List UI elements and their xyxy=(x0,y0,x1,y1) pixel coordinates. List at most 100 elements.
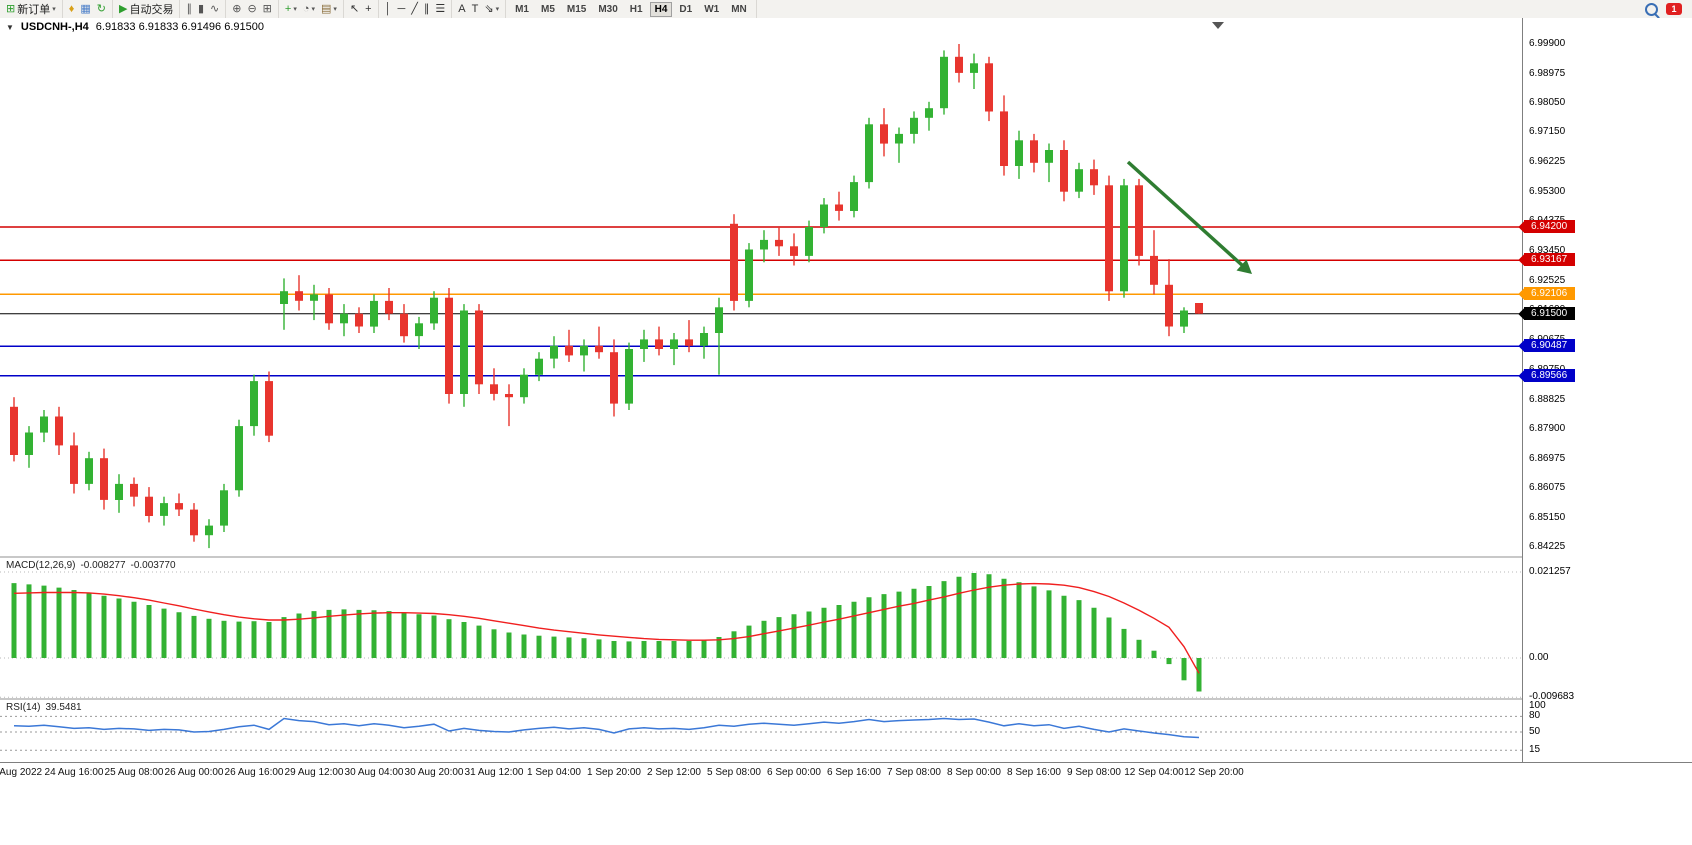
bar-chart-icon: ∥ xyxy=(186,3,192,15)
search-icon[interactable] xyxy=(1645,2,1660,19)
new-order-button[interactable]: ⊞ 新订单 ▾ xyxy=(3,1,59,17)
candle-body xyxy=(655,339,663,349)
notification-badge[interactable]: 1 xyxy=(1666,3,1682,15)
price-axis-label: 6.85150 xyxy=(1529,512,1566,523)
timeframe-w1-button[interactable]: W1 xyxy=(704,3,720,15)
candle-body xyxy=(265,381,273,436)
time-axis-label: 1 Sep 04:00 xyxy=(527,767,581,778)
candle-body xyxy=(175,503,183,510)
candle-body xyxy=(550,345,558,359)
new-order-label: 新订单 xyxy=(17,4,51,16)
line-chart-button[interactable]: ∿ xyxy=(207,1,222,17)
candle-body xyxy=(880,124,888,144)
candle-body xyxy=(1105,185,1113,292)
toolbar-group: A T ⇘ ▾ xyxy=(452,0,507,18)
timeframe-h1-button[interactable]: H1 xyxy=(629,3,643,15)
price-tag[interactable]: 6.90487 xyxy=(1524,339,1575,352)
candle-body xyxy=(280,291,288,304)
chart-shift-marker[interactable] xyxy=(1212,22,1224,29)
toolbar-group: ∥ ▮ ∿ xyxy=(180,0,227,18)
collapse-icon[interactable]: ▼ xyxy=(6,22,14,32)
macd-panel[interactable] xyxy=(0,558,1522,698)
timeframe-m30-button[interactable]: M30 xyxy=(598,3,618,15)
templates-button[interactable]: ▤ ▾ xyxy=(318,1,340,17)
alerts-button[interactable]: ♦ xyxy=(66,1,78,17)
candle-body xyxy=(1030,140,1038,163)
candle-body xyxy=(670,339,678,349)
main-chart-panel[interactable] xyxy=(0,18,1522,556)
arrows-button[interactable]: ⇘ ▾ xyxy=(481,1,502,17)
candle-body xyxy=(70,445,78,484)
candle-body xyxy=(475,310,483,385)
price-tag[interactable]: 6.94200 xyxy=(1524,220,1575,233)
price-axis[interactable]: 6.99900 6.98975 6.98050 6.97150 6.96225 6.953… xyxy=(1522,18,1692,762)
panel-separator[interactable] xyxy=(0,556,1522,558)
rsi-value: 39.5481 xyxy=(45,702,82,713)
trendline-button[interactable]: ╱ xyxy=(408,1,421,17)
text-button[interactable]: A xyxy=(455,1,468,17)
rsi-axis-label: 50 xyxy=(1529,726,1541,737)
cursor-button[interactable]: ↖ xyxy=(347,1,362,17)
market-watch-button[interactable]: ▦ xyxy=(77,1,93,17)
trend-arrow-head[interactable] xyxy=(1236,259,1253,275)
timeframe-m5-button[interactable]: M5 xyxy=(540,3,555,15)
timeframe-m15-button[interactable]: M15 xyxy=(566,3,587,15)
candle-chart-icon: ▮ xyxy=(197,3,205,15)
timeframe-d1-button[interactable]: D1 xyxy=(679,3,693,15)
fibonacci-button[interactable]: ☰ xyxy=(432,1,448,17)
equidistant-channel-button[interactable]: ∥ xyxy=(421,1,433,17)
price-tag[interactable]: 6.93167 xyxy=(1524,253,1575,266)
candle-body xyxy=(850,182,858,211)
horizontal-line-icon: ─ xyxy=(397,3,406,15)
price-tag[interactable]: 6.91500 xyxy=(1524,307,1575,320)
candle-body xyxy=(865,124,873,183)
timeframe-m1-button[interactable]: M1 xyxy=(515,3,529,15)
candle-body xyxy=(460,310,468,394)
time-axis-label: 1 Sep 20:00 xyxy=(587,767,641,778)
candle-body xyxy=(700,333,708,346)
vertical-line-icon: │ xyxy=(384,3,392,15)
rsi-name: RSI(14) xyxy=(6,702,41,713)
candle-body xyxy=(835,204,843,211)
price-tag[interactable]: 6.89566 xyxy=(1524,369,1575,382)
text-label-button[interactable]: T xyxy=(469,1,482,17)
zoom-out-button[interactable]: ⊖ xyxy=(244,1,259,17)
vertical-line-button[interactable]: │ xyxy=(382,1,395,17)
candle-body xyxy=(775,239,783,247)
trend-arrow-line[interactable] xyxy=(1126,160,1245,268)
cursor-icon: ↖ xyxy=(349,3,360,15)
price-tag[interactable]: 6.92106 xyxy=(1524,287,1575,300)
tile-windows-button[interactable]: ⊞ xyxy=(260,1,275,17)
bar-chart-button[interactable]: ∥ xyxy=(183,1,195,17)
refresh-button[interactable]: ↻ xyxy=(94,1,109,17)
rsi-axis-label: 15 xyxy=(1529,744,1541,755)
candle-body xyxy=(1015,140,1023,166)
candle-body xyxy=(625,349,633,404)
time-axis-label: 6 Sep 16:00 xyxy=(827,767,881,778)
timeframe-h4-button[interactable]: H4 xyxy=(649,1,673,17)
candle-body xyxy=(205,525,213,536)
candle-body xyxy=(190,509,198,536)
timeframe-mn-button[interactable]: MN xyxy=(731,3,747,15)
time-axis-label: 7 Sep 08:00 xyxy=(887,767,941,778)
toolbar-group: ▶ 自动交易 xyxy=(113,0,181,18)
crosshair-icon: + xyxy=(365,3,372,15)
rsi-panel[interactable] xyxy=(0,700,1522,762)
timeframe-group: M1 M5 M15 M30 H1 H4 D1 W1 MN xyxy=(506,0,757,18)
price-axis-label: 6.95300 xyxy=(1529,186,1566,197)
periods-button[interactable]: ◔ ▾ xyxy=(300,1,318,17)
candle-chart-button[interactable]: ▮ xyxy=(195,1,207,17)
auto-trading-button[interactable]: ▶ 自动交易 xyxy=(116,1,176,17)
indicators-button[interactable]: + ▾ xyxy=(282,1,300,17)
horizontal-line-button[interactable]: ─ xyxy=(394,1,408,17)
zoom-in-button[interactable]: ⊕ xyxy=(229,1,244,17)
crosshair-button[interactable]: + xyxy=(362,1,374,17)
candle-body xyxy=(490,384,498,394)
candle-body xyxy=(1120,185,1128,292)
candle-body xyxy=(640,339,648,349)
panel-separator[interactable] xyxy=(0,698,1522,700)
candle-body xyxy=(595,345,603,353)
macd-axis-label: 0.021257 xyxy=(1529,566,1571,577)
candle-body xyxy=(130,483,138,497)
